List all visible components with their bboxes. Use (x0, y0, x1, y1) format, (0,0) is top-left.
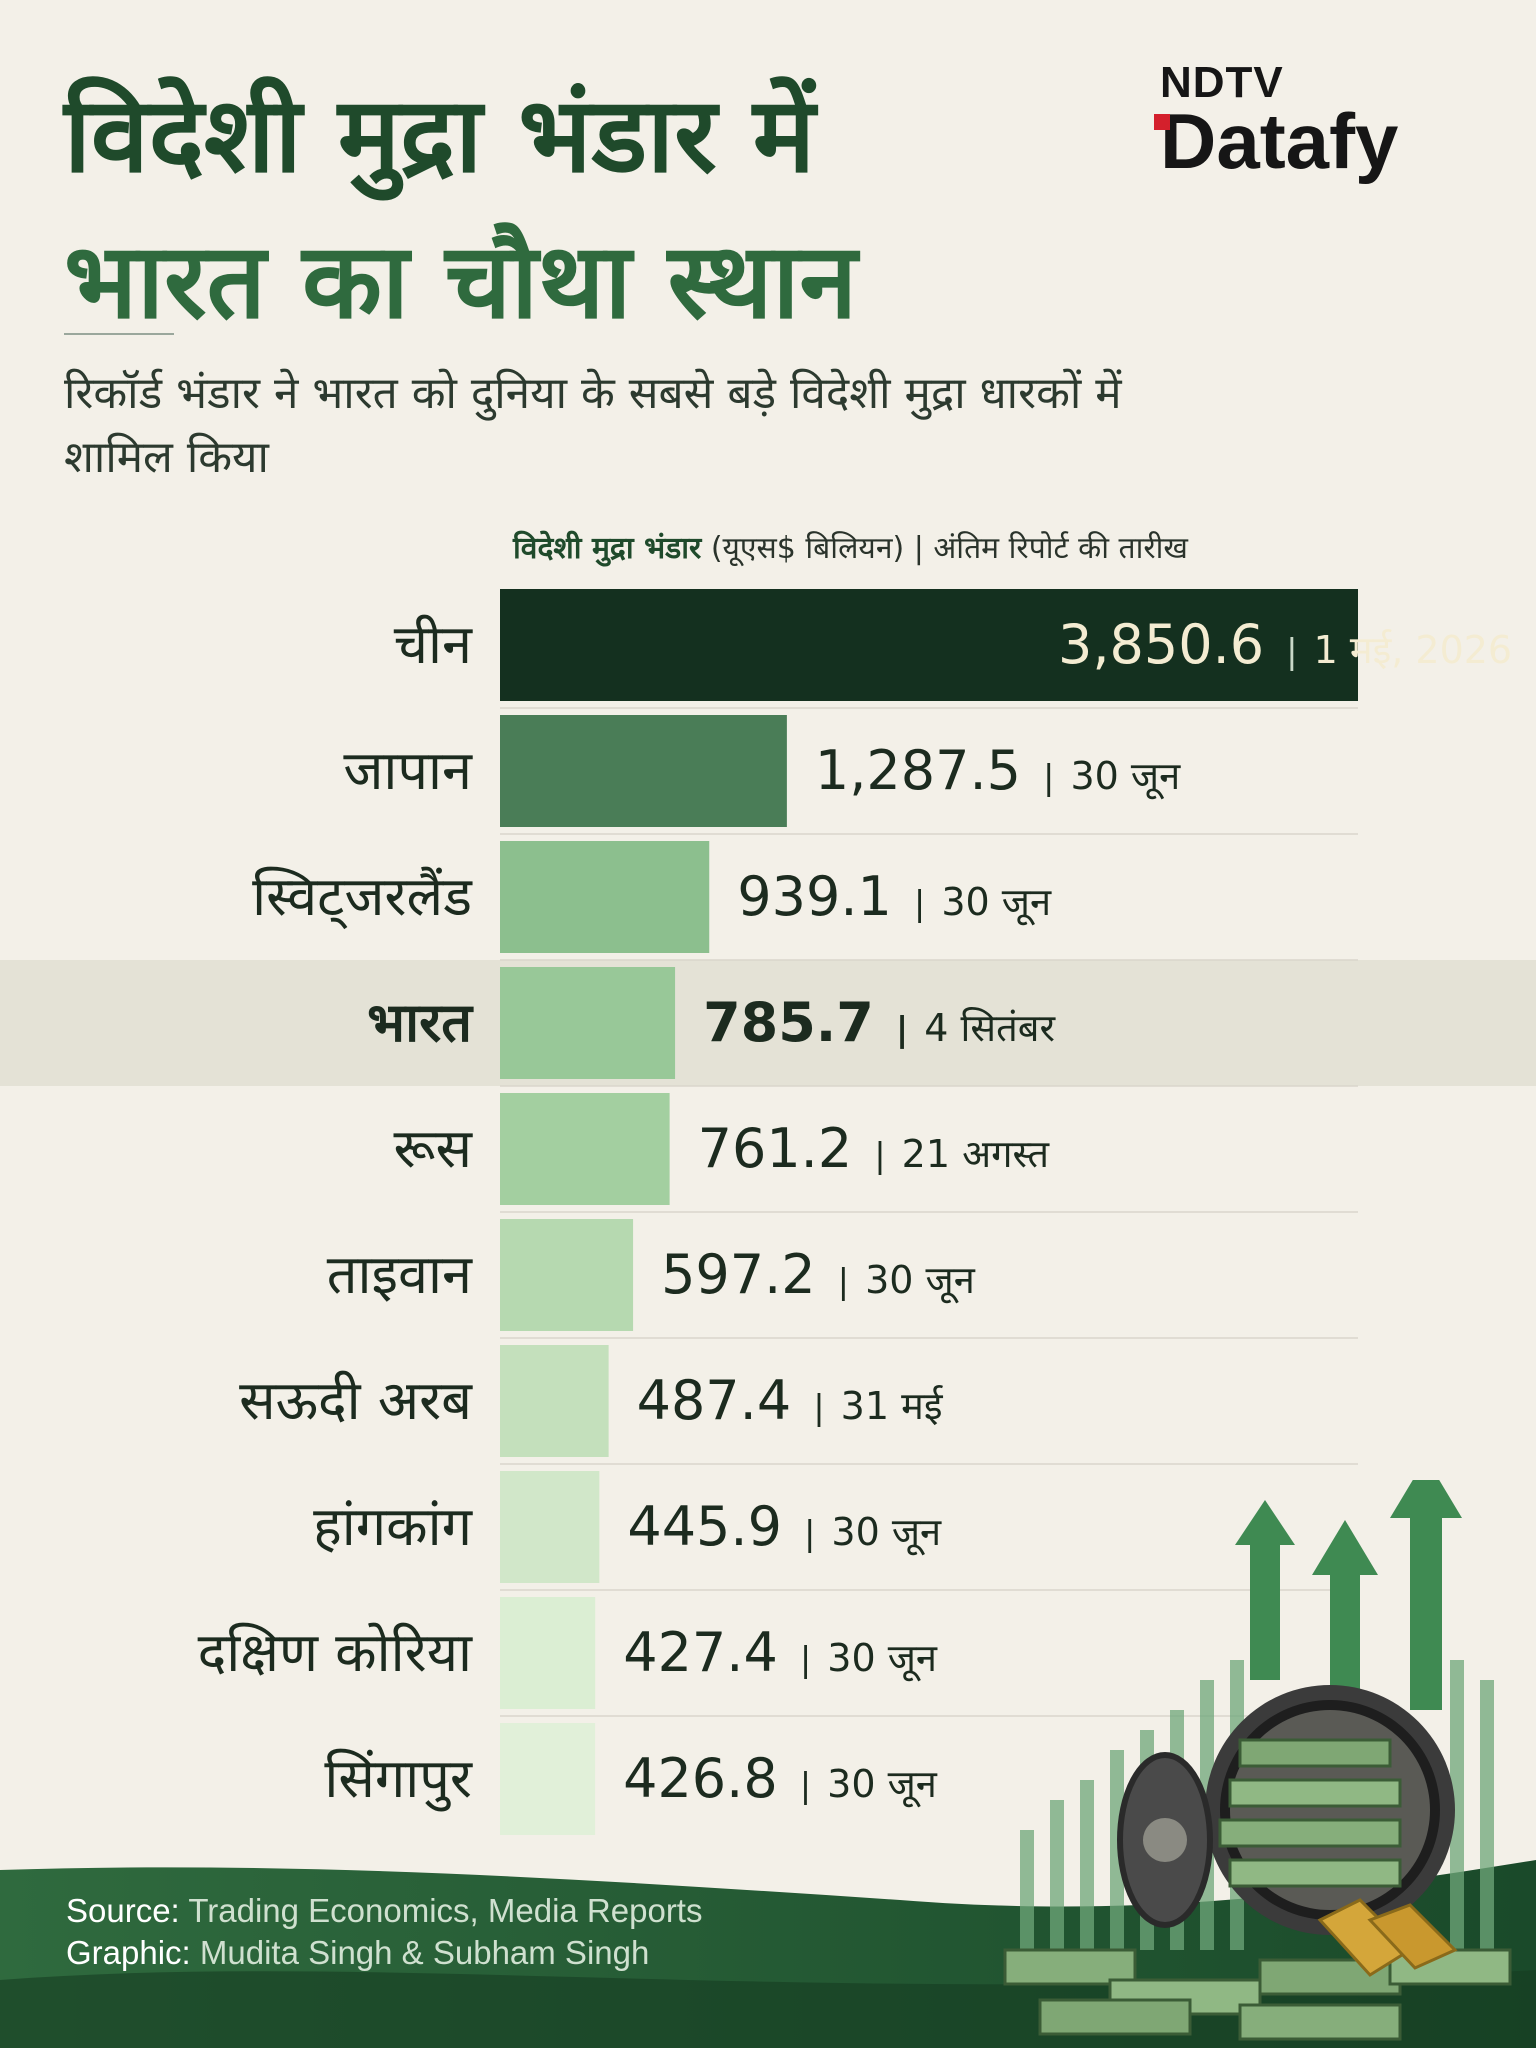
logo-ndtv: NDTV (1160, 58, 1284, 107)
title-line-2: भारत का चौथा स्थान (64, 220, 858, 342)
category-label: दक्षिण कोरिया (198, 1621, 473, 1684)
bar (500, 1471, 600, 1583)
title-divider (64, 333, 174, 335)
category-label: सिंगापुर (324, 1747, 473, 1812)
bar (500, 841, 710, 953)
category-label: सऊदी अरब (239, 1369, 473, 1432)
graphic-label: Graphic: (66, 1934, 191, 1971)
data-separator: | (804, 1514, 815, 1554)
data-separator: | (914, 884, 925, 924)
subtitle: रिकॉर्ड भंडार ने भारत को दुनिया के सबसे … (64, 368, 1122, 483)
data-label: 939.1 | 30 जून (737, 865, 1052, 928)
category-label: जापान (343, 739, 473, 802)
data-separator: | (813, 1388, 824, 1428)
column-header-metric: विदेशी मुद्रा भंडार (513, 531, 702, 566)
date-label: 4 सितंबर (924, 1006, 1056, 1050)
graphic-line: Graphic: Mudita Singh & Subham Singh (66, 1932, 702, 1974)
data-separator: | (874, 1136, 885, 1176)
source-label: Source: (66, 1892, 180, 1929)
date-label: 1 मई, 2026 (1314, 628, 1513, 672)
date-label: 30 जून (827, 1636, 938, 1682)
category-label: हांगकांग (313, 1495, 474, 1558)
column-header-separator: | (913, 531, 924, 566)
bar (500, 1723, 596, 1835)
date-label: 30 जून (831, 1510, 942, 1556)
ndtv-datafy-logo: NDTV Datafy (1154, 58, 1480, 187)
credits: Source: Trading Economics, Media Reports… (66, 1890, 702, 1974)
bar (500, 1597, 596, 1709)
data-separator: | (1286, 632, 1297, 672)
bar (500, 1219, 634, 1331)
category-label: ताइवान (327, 1243, 473, 1306)
data-separator: | (800, 1640, 811, 1680)
date-label: 31 मई (841, 1384, 944, 1428)
bar (500, 967, 676, 1079)
column-header-unit: (यूएस$ बिलियन) (710, 531, 905, 566)
source-line: Source: Trading Economics, Media Reports (66, 1890, 702, 1932)
data-separator: | (1043, 758, 1054, 798)
bar (500, 589, 1358, 701)
logo-datafy: Datafy (1160, 97, 1399, 185)
data-label: 445.9 | 30 जून (627, 1495, 942, 1558)
date-label: 30 जून (865, 1258, 976, 1304)
bar (500, 1093, 670, 1205)
date-label: 30 जून (941, 880, 1052, 926)
source-value: Trading Economics, Media Reports (188, 1892, 703, 1929)
category-label: चीन (394, 613, 473, 676)
logo-red-square-icon (1154, 114, 1170, 130)
data-label: 487.4 | 31 मई (637, 1369, 944, 1432)
data-separator: | (800, 1766, 811, 1806)
category-label: भारत (367, 991, 474, 1054)
date-label: 21 अगस्त (902, 1132, 1051, 1176)
data-separator: | (838, 1262, 849, 1302)
gold-bar-icon (1317, 1898, 1458, 1977)
bar (500, 1345, 609, 1457)
graphic-value: Mudita Singh & Subham Singh (199, 1934, 650, 1971)
data-label: 427.4 | 30 जून (623, 1621, 938, 1684)
date-label: 30 जून (1070, 754, 1181, 800)
data-separator: | (896, 1010, 908, 1050)
up-arrow-icon (1235, 1480, 1462, 1710)
category-label: रूस (394, 1117, 474, 1180)
highlight-row-band (0, 960, 1536, 1086)
page-title: विदेशी मुद्रा भंडार में भारत का चौथा स्थ… (64, 62, 857, 354)
data-label: 426.8 | 30 जून (623, 1747, 938, 1810)
bar (500, 715, 787, 827)
column-header: विदेशी मुद्रा भंडार (यूएस$ बिलियन) | अंत… (513, 526, 1188, 567)
category-label: स्विट्जरलैंड (252, 865, 473, 930)
data-label: 1,287.5 | 30 जून (815, 739, 1181, 802)
column-header-date-label: अंतिम रिपोर्ट की तारीख (933, 531, 1188, 566)
vault-money-illustration (1003, 1480, 1512, 2041)
data-label: 761.2 | 21 अगस्त (698, 1117, 1051, 1180)
date-label: 30 जून (827, 1762, 938, 1808)
data-label: 597.2 | 30 जून (661, 1243, 976, 1306)
title-line-1: विदेशी मुद्रा भंडार में (64, 74, 816, 196)
